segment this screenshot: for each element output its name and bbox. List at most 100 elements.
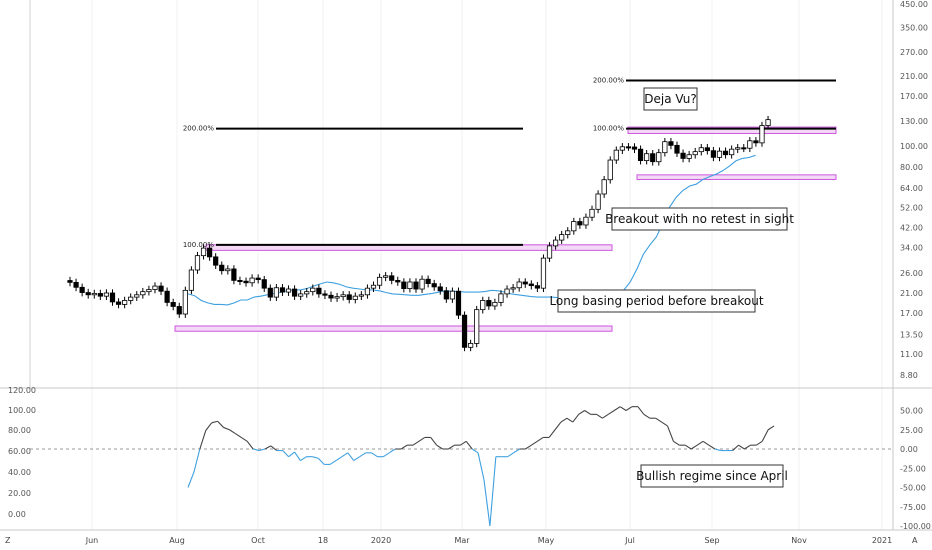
annotation-text-3: Bullish regime since April (636, 469, 788, 483)
osc-segment (205, 422, 213, 431)
candle-body (407, 281, 413, 289)
candle-body (273, 287, 279, 298)
candle (710, 146, 717, 162)
candle-body (716, 150, 723, 158)
candle (644, 149, 650, 165)
candle (431, 279, 437, 291)
candle (370, 281, 377, 293)
candle (716, 147, 723, 162)
price-tick-label: 130.00 (900, 117, 928, 126)
osc-left-tick-label: 100.00 (8, 406, 36, 415)
candle-body (152, 285, 158, 290)
candle-body (449, 290, 456, 300)
fib-label-1: 100.00% (183, 241, 214, 249)
candle (637, 145, 644, 165)
osc-segment (252, 448, 260, 452)
osc-segment (667, 425, 674, 442)
candle-body (298, 293, 304, 297)
candle-body (613, 149, 619, 161)
osc-segment (477, 452, 485, 480)
price-tick-label: 80.00 (900, 163, 923, 172)
osc-segment (560, 417, 568, 423)
time-tick-label: 2020 (371, 536, 391, 545)
candle-body (413, 281, 419, 290)
osc-segment (264, 445, 272, 450)
candle-body (662, 141, 668, 154)
candle (73, 278, 79, 292)
candle (419, 275, 425, 293)
candle-body (383, 275, 389, 278)
candle (619, 143, 625, 155)
candle (115, 298, 122, 309)
candle-body (213, 256, 219, 266)
osc-segment (608, 410, 615, 415)
candle-body (194, 255, 201, 271)
time-tick-label: Jun (85, 536, 99, 545)
candle-body (759, 125, 765, 144)
candle-body (188, 269, 194, 291)
osc-left-tick-label: 80.00 (8, 426, 31, 435)
osc-segment (270, 445, 278, 451)
candle (67, 276, 73, 287)
candle (729, 145, 735, 159)
candle (461, 311, 468, 352)
price-tick-label: 52.00 (900, 203, 923, 212)
candle-body (735, 147, 741, 150)
candle (164, 287, 170, 307)
support-zone-2 (627, 126, 837, 134)
candle (340, 291, 346, 301)
candle-body (480, 300, 486, 311)
candle-body (516, 281, 522, 289)
osc-segment (596, 413, 603, 419)
candle (376, 273, 383, 290)
candle (346, 291, 352, 304)
osc-segment (554, 421, 562, 431)
osc-segment (436, 444, 443, 450)
candle (601, 176, 607, 198)
candle (546, 242, 553, 262)
candle (85, 288, 91, 299)
annotation-text-2: Long basing period before breakout (549, 294, 763, 308)
candle (589, 205, 595, 222)
osc-segment (489, 456, 497, 527)
candle-body (334, 296, 340, 299)
candle-body (571, 221, 577, 232)
candle (170, 298, 176, 311)
candle (662, 137, 668, 157)
fib-label-0: 200.00% (183, 125, 214, 133)
candle (200, 244, 207, 260)
candle-body (182, 289, 188, 315)
candle-body (200, 247, 207, 257)
candle-body (231, 268, 237, 281)
candle-body (765, 119, 771, 126)
candle-body (753, 140, 759, 144)
candlestick-series (67, 115, 771, 352)
osc-right-tick-label: 25.00 (900, 426, 923, 435)
candle (279, 284, 286, 296)
candle (553, 236, 559, 250)
osc-segment (353, 456, 360, 462)
candle (352, 292, 358, 304)
candle-body (419, 278, 425, 290)
support-zones (174, 126, 837, 332)
osc-segment (702, 440, 710, 446)
osc-segment (471, 448, 479, 454)
candle-body (316, 287, 322, 295)
candle-body (91, 293, 97, 296)
candle (97, 289, 103, 301)
osc-segment (229, 429, 236, 435)
candle-body (583, 216, 589, 226)
candle (194, 251, 201, 274)
candle (146, 285, 152, 296)
candle-body (534, 285, 540, 289)
candle (577, 217, 583, 229)
candle (158, 282, 164, 296)
candle (322, 290, 328, 300)
candle-body (498, 293, 504, 303)
price-tick-label: 26.00 (900, 269, 923, 278)
osc-segment (199, 430, 207, 450)
candle-body (376, 276, 383, 286)
candle-body (219, 264, 225, 272)
osc-segment (335, 456, 343, 462)
